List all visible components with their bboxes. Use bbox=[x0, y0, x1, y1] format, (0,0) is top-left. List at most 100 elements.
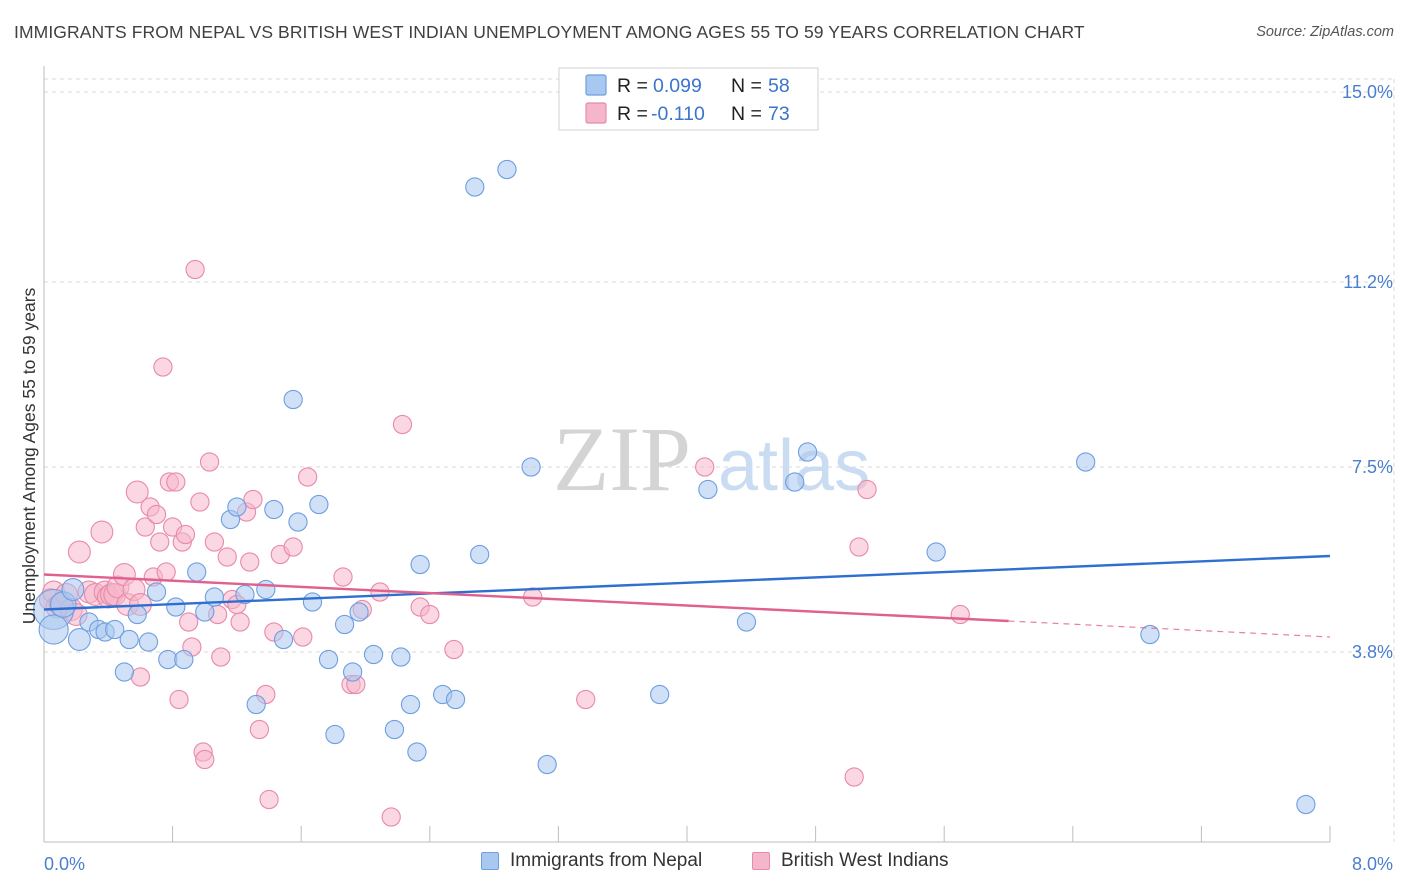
nepal-point bbox=[497, 159, 517, 180]
nepal-point bbox=[127, 604, 147, 625]
bwi-point bbox=[199, 452, 220, 472]
trend-lines bbox=[43, 554, 1331, 638]
bwi-point bbox=[249, 719, 270, 740]
nepal-point bbox=[38, 614, 69, 645]
bwi-point bbox=[190, 492, 210, 512]
axes bbox=[43, 66, 1331, 843]
trend-line-bwi-extension bbox=[1008, 620, 1331, 638]
nepal-point bbox=[1140, 624, 1160, 645]
y-tick-label-2: 11.2% bbox=[1343, 272, 1393, 292]
nepal-point bbox=[445, 689, 466, 710]
legend-n-value-bwi: 73 bbox=[768, 103, 790, 125]
nepal-point bbox=[650, 684, 670, 705]
nepal-point bbox=[698, 479, 718, 500]
nepal-point bbox=[67, 628, 91, 651]
x-tick-label-1: 8.0% bbox=[1352, 854, 1393, 874]
nepal-point bbox=[926, 542, 946, 562]
legend-label-bwi: British West Indians bbox=[781, 850, 949, 871]
nepal-point bbox=[264, 499, 284, 520]
legend-swatch-nepal bbox=[585, 74, 607, 96]
bwi-point bbox=[849, 537, 869, 557]
legend-item-nepal: Immigrants from Nepal bbox=[481, 850, 702, 872]
nepal-point bbox=[797, 442, 818, 462]
tick-labels: 3.8% 7.5% 11.2% 15.0% 0.0% 8.0% bbox=[44, 82, 1393, 874]
nepal-point bbox=[138, 632, 159, 652]
chart-title: IMMIGRANTS FROM NEPAL VS BRITISH WEST IN… bbox=[14, 22, 1085, 42]
bwi-point bbox=[153, 357, 173, 377]
bwi-point bbox=[293, 627, 313, 647]
bwi-point bbox=[179, 612, 199, 632]
y-axis-label: Unemployment Among Ages 55 to 59 years bbox=[19, 287, 39, 624]
nepal-point bbox=[384, 719, 405, 740]
bwi-point bbox=[857, 479, 877, 500]
trend-line-bwi bbox=[43, 573, 1009, 623]
nepal-point bbox=[736, 612, 757, 632]
nepal-point bbox=[334, 614, 355, 635]
legend-item-bwi: British West Indians bbox=[752, 850, 949, 872]
nepal-point bbox=[325, 724, 345, 745]
bwi-point bbox=[166, 472, 186, 492]
correlation-legend: R = 0.099 N = 58 R = -0.110 N = 73 bbox=[558, 67, 819, 131]
nepal-point bbox=[61, 578, 85, 601]
nepal-point bbox=[227, 497, 247, 517]
legend-r-value-bwi: -0.110 bbox=[651, 103, 705, 125]
bwi-point bbox=[156, 562, 176, 582]
watermark: ZIP atlas bbox=[553, 408, 870, 510]
nepal-point bbox=[146, 582, 167, 602]
bwi-point bbox=[333, 567, 353, 587]
legend-label-nepal: Immigrants from Nepal bbox=[510, 850, 703, 871]
nepal-point bbox=[537, 754, 557, 775]
bwi-point bbox=[90, 520, 114, 544]
bwi-point bbox=[283, 537, 303, 557]
nepal-point bbox=[342, 662, 363, 682]
series-immigrants-from-nepal bbox=[33, 159, 1316, 815]
bwi-point bbox=[381, 807, 401, 827]
x-tick-label-0: 0.0% bbox=[44, 854, 85, 874]
source-credit: Source: ZipAtlas.com bbox=[1256, 24, 1394, 40]
legend-n-label-bwi: N = bbox=[731, 103, 762, 125]
y-tick-label-3: 15.0% bbox=[1342, 82, 1393, 102]
nepal-point bbox=[256, 579, 276, 600]
legend-swatch-nepal-bottom bbox=[481, 852, 499, 870]
bwi-point bbox=[297, 467, 318, 487]
nepal-point bbox=[400, 694, 421, 715]
bwi-point bbox=[259, 789, 279, 810]
nepal-point bbox=[318, 649, 339, 670]
bwi-point bbox=[444, 639, 464, 660]
bwi-point bbox=[230, 612, 250, 632]
bwi-point bbox=[844, 767, 864, 787]
nepal-point bbox=[521, 457, 541, 477]
nepal-point bbox=[273, 629, 294, 650]
nepal-point bbox=[302, 592, 323, 612]
nepal-point bbox=[363, 644, 384, 665]
nepal-point bbox=[407, 742, 427, 762]
bwi-point bbox=[240, 552, 260, 572]
nepal-point bbox=[246, 694, 266, 715]
bwi-point bbox=[243, 489, 263, 510]
legend-r-label-nepal: R = bbox=[617, 75, 648, 97]
nepal-point bbox=[469, 544, 490, 565]
nepal-point bbox=[309, 494, 329, 515]
bwi-point bbox=[169, 689, 189, 710]
nepal-point bbox=[174, 649, 194, 670]
nepal-point bbox=[288, 512, 308, 532]
nepal-point bbox=[119, 629, 139, 650]
nepal-point bbox=[1076, 452, 1096, 472]
bwi-point bbox=[130, 667, 151, 687]
nepal-point bbox=[465, 177, 485, 197]
nepal-point bbox=[114, 662, 135, 682]
legend-n-value-nepal: 58 bbox=[768, 75, 790, 97]
legend-swatch-bwi-bottom bbox=[752, 852, 770, 870]
bwi-point bbox=[211, 647, 231, 667]
bwi-point bbox=[576, 689, 596, 710]
nepal-point bbox=[1296, 794, 1316, 815]
bwi-point bbox=[695, 457, 715, 477]
bwi-point bbox=[135, 517, 155, 537]
bwi-point bbox=[204, 532, 225, 552]
bwi-point bbox=[67, 540, 91, 564]
nepal-point bbox=[235, 584, 255, 605]
y-tick-label-1: 7.5% bbox=[1352, 457, 1393, 477]
trend-line-nepal bbox=[43, 554, 1331, 611]
series-legend: Immigrants from Nepal British West India… bbox=[0, 850, 1406, 880]
